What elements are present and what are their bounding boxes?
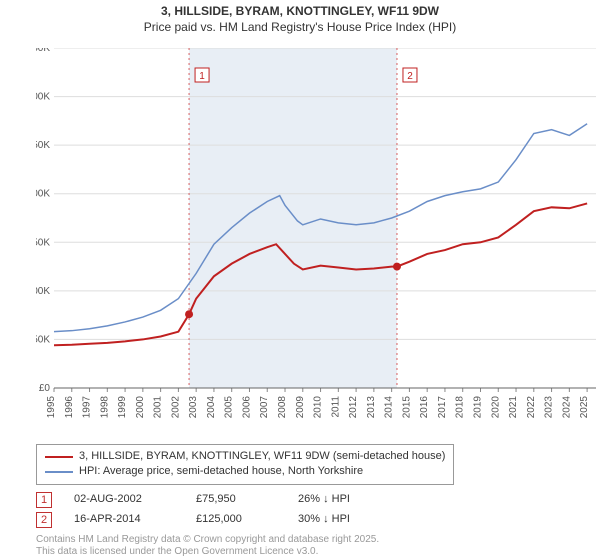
footer-line2: This data is licensed under the Open Gov… xyxy=(36,546,379,558)
legend: 3, HILLSIDE, BYRAM, KNOTTINGLEY, WF11 9D… xyxy=(36,444,454,485)
svg-text:2006: 2006 xyxy=(241,396,252,418)
svg-text:2016: 2016 xyxy=(419,396,430,418)
marker-hpi: 30% ↓ HPI xyxy=(298,510,388,530)
marker-price: £125,000 xyxy=(196,510,276,530)
footer-line1: Contains HM Land Registry data © Crown c… xyxy=(36,534,379,546)
marker-row: 1 02-AUG-2002 £75,950 26% ↓ HPI xyxy=(36,490,388,510)
svg-text:2010: 2010 xyxy=(313,396,324,418)
title-block: 3, HILLSIDE, BYRAM, KNOTTINGLEY, WF11 9D… xyxy=(0,0,600,35)
marker-date: 02-AUG-2002 xyxy=(74,490,174,510)
svg-text:1: 1 xyxy=(199,71,205,82)
svg-text:1995: 1995 xyxy=(46,396,57,418)
svg-text:2004: 2004 xyxy=(206,396,217,418)
svg-text:2025: 2025 xyxy=(579,396,590,418)
marker-row: 2 16-APR-2014 £125,000 30% ↓ HPI xyxy=(36,510,388,530)
svg-text:2017: 2017 xyxy=(437,396,448,418)
svg-text:£350K: £350K xyxy=(36,48,50,54)
svg-text:1999: 1999 xyxy=(117,396,128,418)
svg-text:2018: 2018 xyxy=(455,396,466,418)
title-subtitle: Price paid vs. HM Land Registry's House … xyxy=(0,20,600,36)
svg-text:2024: 2024 xyxy=(561,396,572,418)
footer: Contains HM Land Registry data © Crown c… xyxy=(36,534,379,558)
chart-container: 3, HILLSIDE, BYRAM, KNOTTINGLEY, WF11 9D… xyxy=(0,0,600,560)
svg-text:2001: 2001 xyxy=(153,396,164,418)
legend-row: 3, HILLSIDE, BYRAM, KNOTTINGLEY, WF11 9D… xyxy=(45,449,445,464)
marker-table: 1 02-AUG-2002 £75,950 26% ↓ HPI 2 16-APR-2014… xyxy=(36,490,388,530)
marker-number: 1 xyxy=(36,492,52,508)
marker-hpi: 26% ↓ HPI xyxy=(298,490,388,510)
marker-price: £75,950 xyxy=(196,490,276,510)
svg-text:2022: 2022 xyxy=(526,396,537,418)
svg-text:1997: 1997 xyxy=(82,396,93,418)
svg-text:2013: 2013 xyxy=(366,396,377,418)
svg-text:£250K: £250K xyxy=(36,140,50,151)
svg-text:£0: £0 xyxy=(39,383,51,394)
svg-text:2023: 2023 xyxy=(544,396,555,418)
svg-text:2019: 2019 xyxy=(472,396,483,418)
svg-text:2000: 2000 xyxy=(135,396,146,418)
svg-text:£300K: £300K xyxy=(36,92,50,103)
svg-text:2003: 2003 xyxy=(188,396,199,418)
marker-number: 2 xyxy=(36,512,52,528)
marker-date: 16-APR-2014 xyxy=(74,510,174,530)
svg-text:£150K: £150K xyxy=(36,237,50,248)
svg-text:2005: 2005 xyxy=(224,396,235,418)
svg-text:1998: 1998 xyxy=(99,396,110,418)
svg-text:2002: 2002 xyxy=(170,396,181,418)
svg-text:2020: 2020 xyxy=(490,396,501,418)
svg-text:£200K: £200K xyxy=(36,189,50,200)
svg-text:2009: 2009 xyxy=(295,396,306,418)
svg-text:2015: 2015 xyxy=(401,396,412,418)
price-chart: £0 £50K £100K £150K £200K £250K £300K £350K 1995… xyxy=(36,48,596,418)
svg-text:2021: 2021 xyxy=(508,396,519,418)
svg-text:2012: 2012 xyxy=(348,396,359,418)
svg-text:2008: 2008 xyxy=(277,396,288,418)
svg-text:2014: 2014 xyxy=(384,396,395,418)
svg-text:£50K: £50K xyxy=(36,334,50,345)
svg-text:£100K: £100K xyxy=(36,286,50,297)
legend-swatch xyxy=(45,471,73,473)
svg-text:2011: 2011 xyxy=(330,396,341,418)
legend-label: 3, HILLSIDE, BYRAM, KNOTTINGLEY, WF11 9D… xyxy=(79,449,445,464)
svg-text:2007: 2007 xyxy=(259,396,270,418)
svg-text:1996: 1996 xyxy=(64,396,75,418)
legend-label: HPI: Average price, semi-detached house,… xyxy=(79,464,363,479)
title-address: 3, HILLSIDE, BYRAM, KNOTTINGLEY, WF11 9D… xyxy=(0,4,600,20)
legend-row: HPI: Average price, semi-detached house,… xyxy=(45,464,445,479)
legend-swatch xyxy=(45,456,73,458)
svg-text:2: 2 xyxy=(407,71,413,82)
